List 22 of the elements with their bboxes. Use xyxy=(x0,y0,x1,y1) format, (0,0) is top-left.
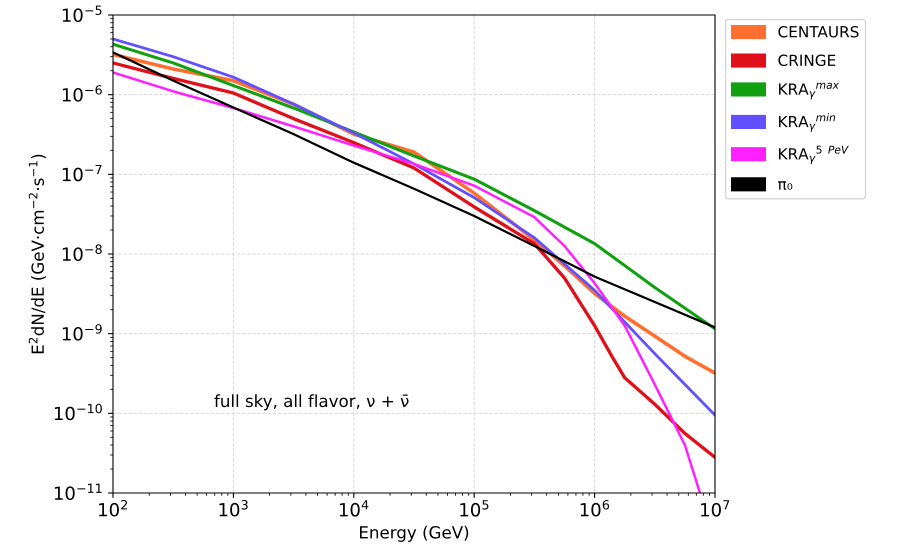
legend-label: KRA$_{γ}$$^{5 PeV}$ xyxy=(779,146,849,164)
y-tick-label: 10$^{−11}$ xyxy=(54,484,102,500)
legend-label: CENTAURS xyxy=(778,26,859,38)
x-tick-label: 10$^{6}$ xyxy=(580,500,610,517)
x-tick-label: 10$^{4}$ xyxy=(340,500,368,517)
x-axis-title: Energy (GeV) xyxy=(360,526,468,542)
legend-label: KRA$_{γ}$$^{max}$ xyxy=(779,82,840,100)
y-axis-title: E$^{2}$dN/dE (GeV·cm$^{−2}$·s$^{−1}$) xyxy=(28,154,46,354)
x-tick-label: 10$^{3}$ xyxy=(219,500,248,517)
x-tick-label: 10$^{7}$ xyxy=(701,500,730,517)
y-tick-label: 10$^{−10}$ xyxy=(54,404,102,420)
x-tick-label: 10$^{2}$ xyxy=(99,500,128,517)
y-tick-label: 10$^{−6}$ xyxy=(62,85,102,102)
legend-label: π₀ xyxy=(778,181,792,190)
y-tick-label: 10$^{−8}$ xyxy=(62,244,102,261)
y-tick-label: 10$^{−7}$ xyxy=(62,164,102,182)
legend-label: KRA$_{γ}$$^{min}$ xyxy=(779,113,836,132)
y-tick-label: 10$^{−9}$ xyxy=(62,324,102,341)
y-tick-label: 10$^{−5}$ xyxy=(62,6,102,22)
x-tick-label: 10$^{5}$ xyxy=(460,500,488,517)
annotation: full sky, all flavor, ν + ν̄ xyxy=(214,394,409,410)
legend-label: CRINGE xyxy=(778,54,836,66)
